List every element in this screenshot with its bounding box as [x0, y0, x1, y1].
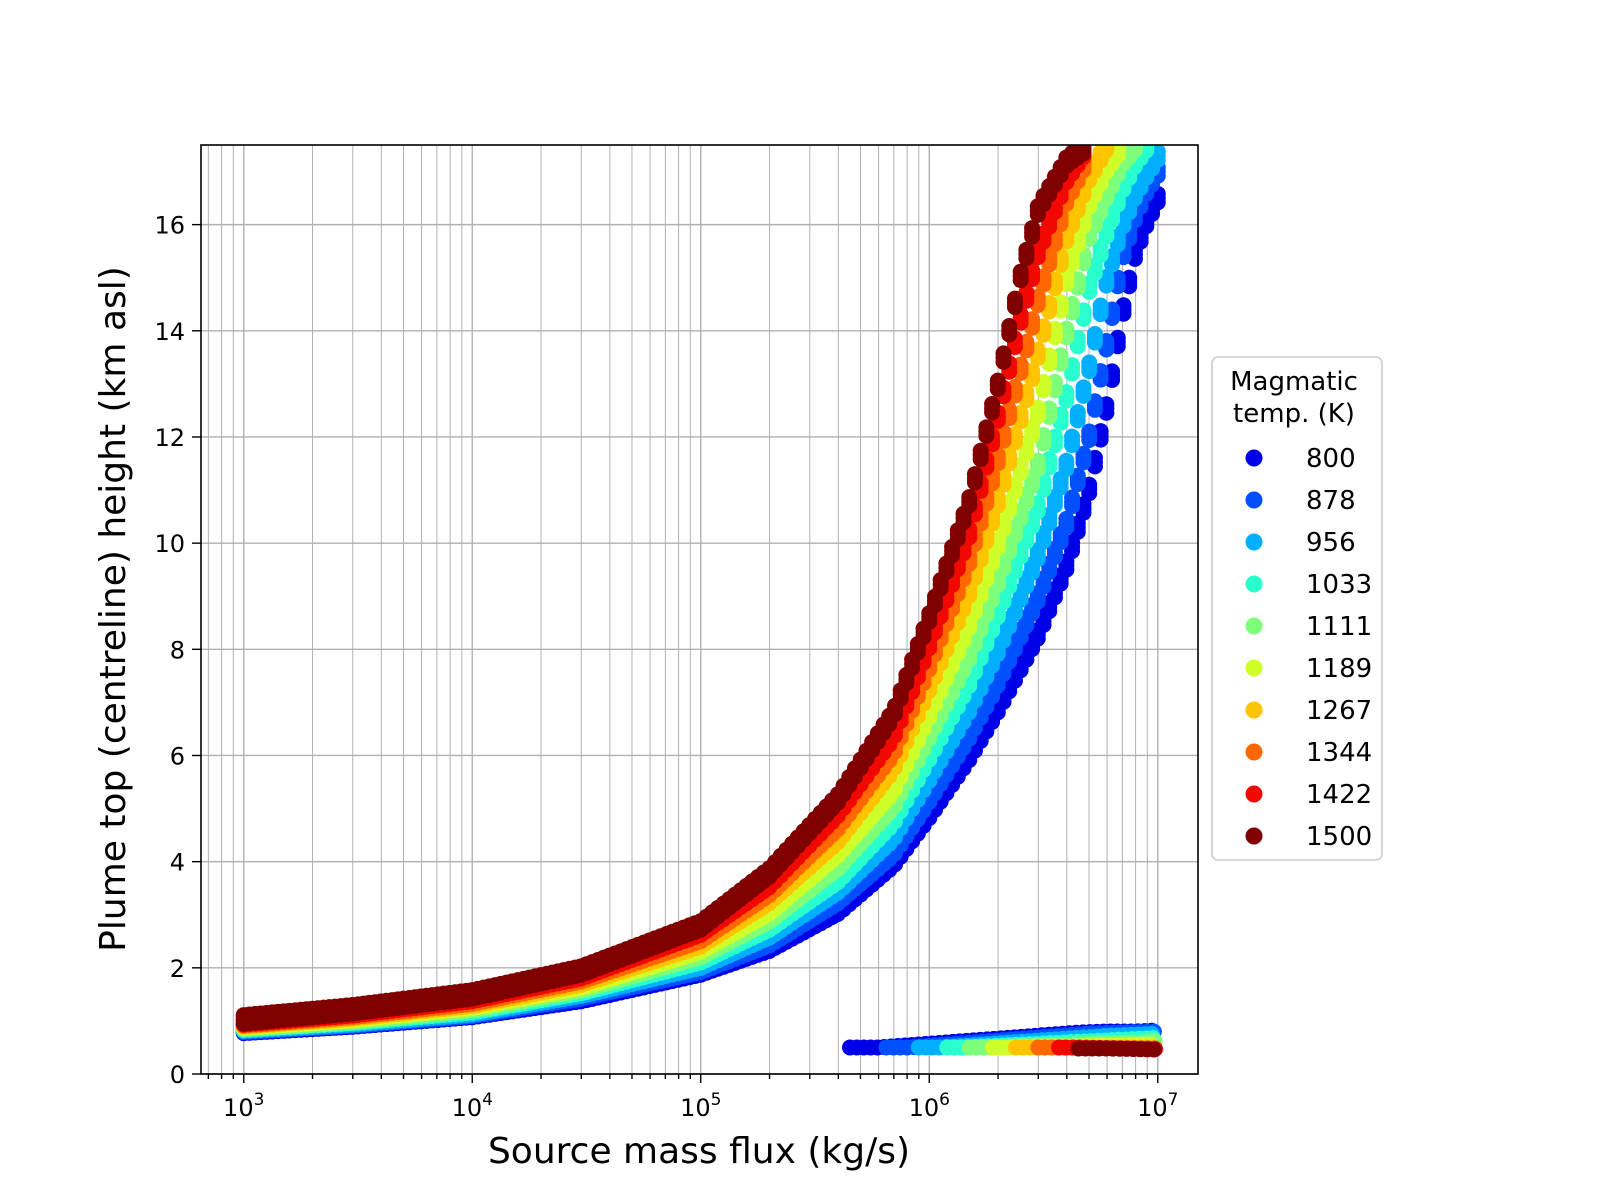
point-series-1189: [1029, 399, 1046, 416]
point-series-1111: [1127, 145, 1143, 150]
point-series-1500: [1024, 220, 1041, 237]
point-series-956: [1075, 379, 1092, 396]
point-series-1500: [984, 395, 1001, 412]
point-series-956: [1092, 297, 1109, 314]
point-low-branch-1500: [1145, 1041, 1162, 1058]
point-series-1500: [972, 442, 989, 459]
point-series-878: [1064, 489, 1081, 506]
point-series-1500: [961, 489, 978, 506]
point-series-1500: [1012, 263, 1029, 280]
point-series-1500: [995, 345, 1012, 362]
point-series-956: [1086, 326, 1103, 343]
point-series-1267: [1098, 145, 1114, 151]
point-series-1500: [966, 466, 983, 483]
point-series-878: [1058, 510, 1075, 527]
data-points: [235, 145, 1166, 1058]
plot-area: [235, 145, 1166, 1058]
point-series-1500: [989, 372, 1006, 389]
point-series-1500: [1006, 290, 1023, 307]
point-series-1500: [1075, 145, 1092, 153]
point-series-1500: [1018, 241, 1035, 258]
point-series-1500: [978, 419, 995, 436]
point-series-956: [1064, 428, 1081, 445]
plot-frame: [200, 144, 1199, 1075]
point-series-956: [1081, 354, 1098, 371]
point-series-956: [1069, 403, 1086, 420]
point-series-956: [1058, 452, 1075, 469]
grid: [201, 145, 1198, 1075]
point-series-878: [1081, 423, 1098, 440]
point-series-878: [1075, 445, 1092, 462]
point-series-1500: [1001, 317, 1018, 334]
